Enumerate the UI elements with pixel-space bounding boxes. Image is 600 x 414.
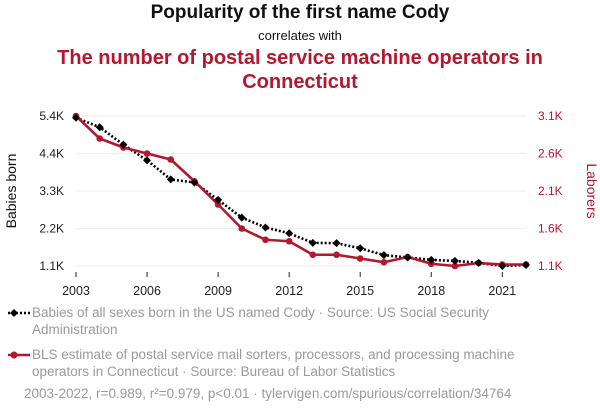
y-right-tick-label: 1.6K [538,222,563,236]
data-point-babies [237,213,246,222]
data-point-laborers [214,201,222,208]
data-point-laborers [238,225,246,232]
x-tick-label: 2021 [488,284,516,298]
y-right-tick-label: 2.1K [538,184,563,198]
data-point-babies [427,255,436,264]
data-point-babies [190,178,199,187]
y-right-tick-label: 1.1K [538,259,563,273]
data-point-babies [308,238,317,247]
data-point-laborers [380,258,388,266]
y-left-tick-label: 2.2K [39,222,64,236]
y-left-tick-label: 5.4K [39,109,64,123]
chart-title: Popularity of the first name Cody [150,2,450,23]
data-point-laborers [309,251,317,259]
data-point-babies [261,223,270,232]
x-tick-label: 2018 [417,284,445,298]
y-right-axis-label: Laborers [584,163,600,218]
x-tick-label: 2009 [204,284,232,298]
data-point-laborers [96,135,103,142]
data-point-babies [285,229,294,238]
y-left-tick-label: 4.4K [39,147,64,161]
chart-subtitle: The number of postal service machine ope… [57,47,543,93]
x-tick-label: 2003 [62,284,90,298]
data-point-babies [379,251,388,260]
data-point-babies [498,262,507,270]
data-point-babies [214,195,223,204]
data-point-babies [166,175,175,184]
y-right-tick-label: 3.1K [538,109,563,123]
legend-label-laborers: BLS estimate of postal service mail sort… [32,347,515,379]
legend-swatch-dotted-line [8,309,30,317]
legend-label-babies: Babies of all sexes born in the US named… [32,305,489,337]
data-point-laborers [262,236,269,244]
x-tick-label: 2006 [133,284,161,298]
x-tick-label: 2012 [275,284,303,298]
line-chart: 1.1K 2.2K 3.3K 4.4K 5.4K 1.1K 1.6K 2.1K 2.6K 3.1K… [3,109,600,298]
y-left-tick-label: 1.1K [39,259,64,273]
data-point-laborers [167,156,175,163]
chart-footer: 2003-2022, r=0.989, r²=0.979, p<0.01 · t… [24,386,512,401]
data-point-babies [522,260,530,269]
x-tick-label: 2015 [346,284,374,298]
data-point-laborers [285,237,293,245]
data-point-babies [95,123,104,132]
data-point-babies [450,256,459,265]
series-line-babies [75,116,527,268]
data-point-laborers [356,255,364,262]
data-point-babies [143,156,152,165]
chart-connector: correlates with [258,28,342,43]
data-point-babies [403,253,412,262]
data-point-babies [474,258,483,267]
y-right-tick-label: 2.6K [538,147,563,161]
data-point-laborers [451,262,459,270]
y-left-axis-label: Babies born [3,154,19,229]
legend-swatch-solid-line [8,351,30,359]
data-point-laborers [333,251,340,259]
y-left-tick-label: 3.3K [39,184,64,198]
data-point-laborers [143,150,151,157]
data-point-babies [332,239,341,248]
series-line-laborers [75,115,526,268]
data-point-babies [356,244,365,253]
data-point-babies [72,113,80,122]
data-point-babies [119,140,128,149]
